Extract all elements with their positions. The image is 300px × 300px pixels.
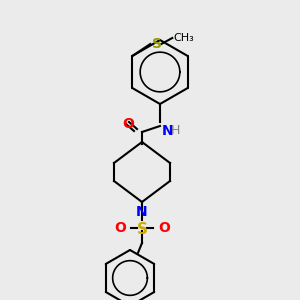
Text: N: N — [162, 124, 174, 138]
Text: O: O — [158, 221, 170, 235]
Text: S: S — [152, 37, 162, 51]
Text: H: H — [171, 124, 180, 137]
Text: S: S — [136, 222, 148, 237]
Text: CH₃: CH₃ — [173, 33, 194, 43]
Text: O: O — [114, 221, 126, 235]
Text: O: O — [122, 117, 134, 131]
Text: N: N — [136, 205, 148, 219]
